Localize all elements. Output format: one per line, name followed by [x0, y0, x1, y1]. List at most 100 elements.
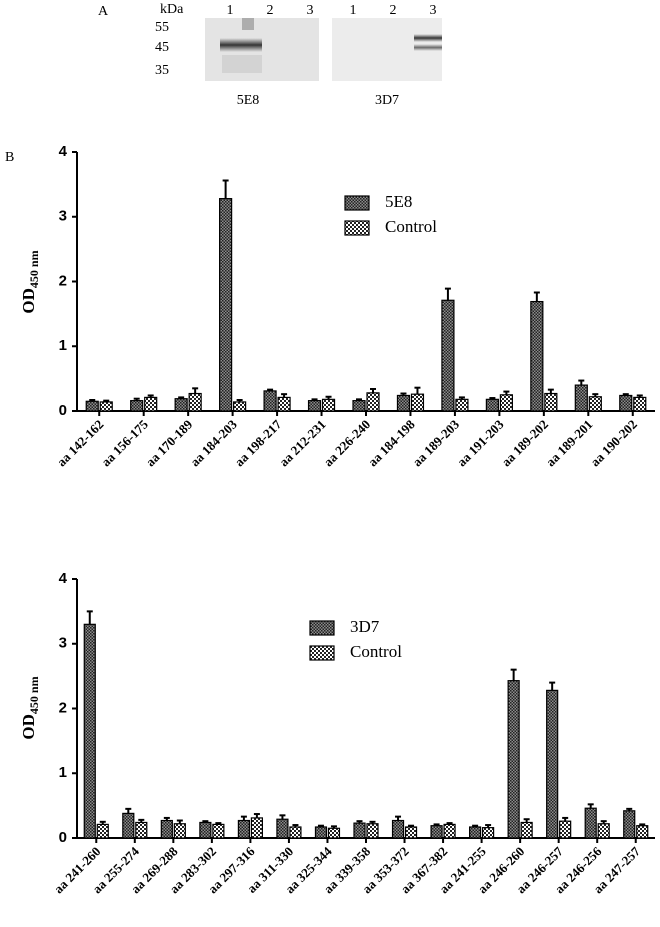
blot-band — [220, 38, 262, 52]
marker-label: 55 — [155, 20, 169, 35]
y-tick-label: 0 — [59, 402, 67, 419]
x-tick-label: aa 184-198 — [365, 416, 418, 469]
bar — [507, 680, 520, 839]
blot-smear — [242, 18, 254, 30]
x-tick-label: aa 189-203 — [409, 416, 462, 469]
bar — [559, 820, 572, 839]
legend-label: Control — [385, 217, 437, 236]
bar — [597, 823, 610, 839]
lane-label: 2 — [390, 3, 397, 18]
bar — [366, 823, 379, 839]
bar — [289, 826, 302, 839]
y-tick-label: 4 — [59, 570, 68, 587]
bar — [314, 826, 328, 839]
bar — [482, 827, 495, 839]
panel-label: A — [98, 4, 109, 19]
x-tick-label: aa 142-162 — [54, 417, 107, 470]
blot-band — [414, 34, 442, 42]
x-tick-label: aa 184-203 — [187, 416, 240, 469]
bar — [469, 826, 482, 839]
marker-label: 35 — [155, 63, 169, 78]
bar — [277, 396, 291, 412]
bar — [85, 400, 99, 412]
bar — [353, 822, 366, 839]
x-tick-label: aa 226-240 — [320, 417, 373, 470]
bar — [588, 396, 602, 412]
x-tick-label: aa 189-201 — [543, 417, 596, 470]
bar — [174, 398, 188, 412]
x-tick-label: aa 156-175 — [98, 416, 151, 469]
y-axis-label: OD450 nm — [19, 676, 41, 739]
panel-label: B — [5, 150, 14, 165]
bar — [250, 817, 263, 839]
bar — [499, 394, 513, 412]
bar — [443, 823, 456, 839]
bar — [396, 394, 411, 412]
lane-label: 1 — [227, 3, 234, 18]
y-label-sub: 450 nm — [27, 250, 41, 288]
bar — [485, 398, 499, 412]
bar — [530, 300, 544, 412]
bar — [584, 807, 597, 839]
bar — [546, 689, 559, 839]
bar — [122, 812, 135, 839]
bar — [83, 623, 96, 839]
bar — [263, 390, 277, 412]
bar — [307, 400, 322, 412]
bar — [636, 825, 649, 839]
bar — [404, 826, 418, 839]
y-tick-label: 1 — [59, 764, 67, 781]
legend-label: Control — [350, 642, 402, 661]
lane-label: 3 — [430, 3, 437, 18]
bar — [99, 401, 113, 412]
x-tick-label: aa 170-189 — [143, 416, 196, 469]
bar — [199, 821, 212, 839]
y-axis-label: OD450 nm — [19, 250, 41, 313]
bar — [144, 396, 158, 412]
x-tick-label: aa 190-202 — [587, 417, 640, 470]
y-tick-label: 1 — [59, 337, 67, 354]
bar — [135, 821, 148, 839]
bar — [233, 401, 247, 412]
bar — [173, 823, 186, 839]
blot-name: 3D7 — [375, 93, 399, 108]
y-label-main: OD — [19, 288, 38, 314]
lane-label: 3 — [307, 3, 314, 18]
x-tick-label: aa 191-203 — [454, 416, 507, 469]
bar — [352, 400, 366, 412]
legend-label: 3D7 — [350, 617, 380, 636]
blot-name: 5E8 — [237, 93, 260, 108]
y-tick-label: 2 — [59, 699, 67, 716]
bar — [96, 823, 109, 839]
bar — [321, 398, 336, 412]
legend-swatch — [344, 220, 370, 236]
y-label-main: OD — [19, 714, 38, 740]
bar — [441, 299, 455, 412]
y-tick-label: 3 — [59, 635, 67, 652]
y-label-sub: 450 nm — [27, 676, 41, 714]
bar — [544, 392, 558, 412]
x-tick-label: aa 212-231 — [276, 417, 329, 470]
bar — [623, 810, 636, 839]
bar — [410, 393, 425, 412]
legend-swatch — [309, 620, 335, 636]
bar — [188, 392, 202, 412]
y-tick-label: 3 — [59, 208, 67, 225]
blot-smear — [222, 55, 262, 73]
bar — [633, 396, 647, 412]
bar — [619, 394, 633, 412]
marker-label: 45 — [155, 40, 169, 55]
bar — [276, 818, 289, 839]
bar — [366, 392, 380, 412]
bar — [391, 819, 405, 839]
bar — [237, 819, 250, 839]
bar — [212, 823, 225, 839]
y-tick-label: 4 — [59, 143, 68, 160]
legend-swatch — [309, 645, 335, 661]
legend-swatch — [344, 195, 370, 211]
lane-label: 1 — [350, 3, 357, 18]
bar — [327, 827, 341, 839]
lane-label: 2 — [267, 3, 274, 18]
bar — [219, 198, 233, 412]
